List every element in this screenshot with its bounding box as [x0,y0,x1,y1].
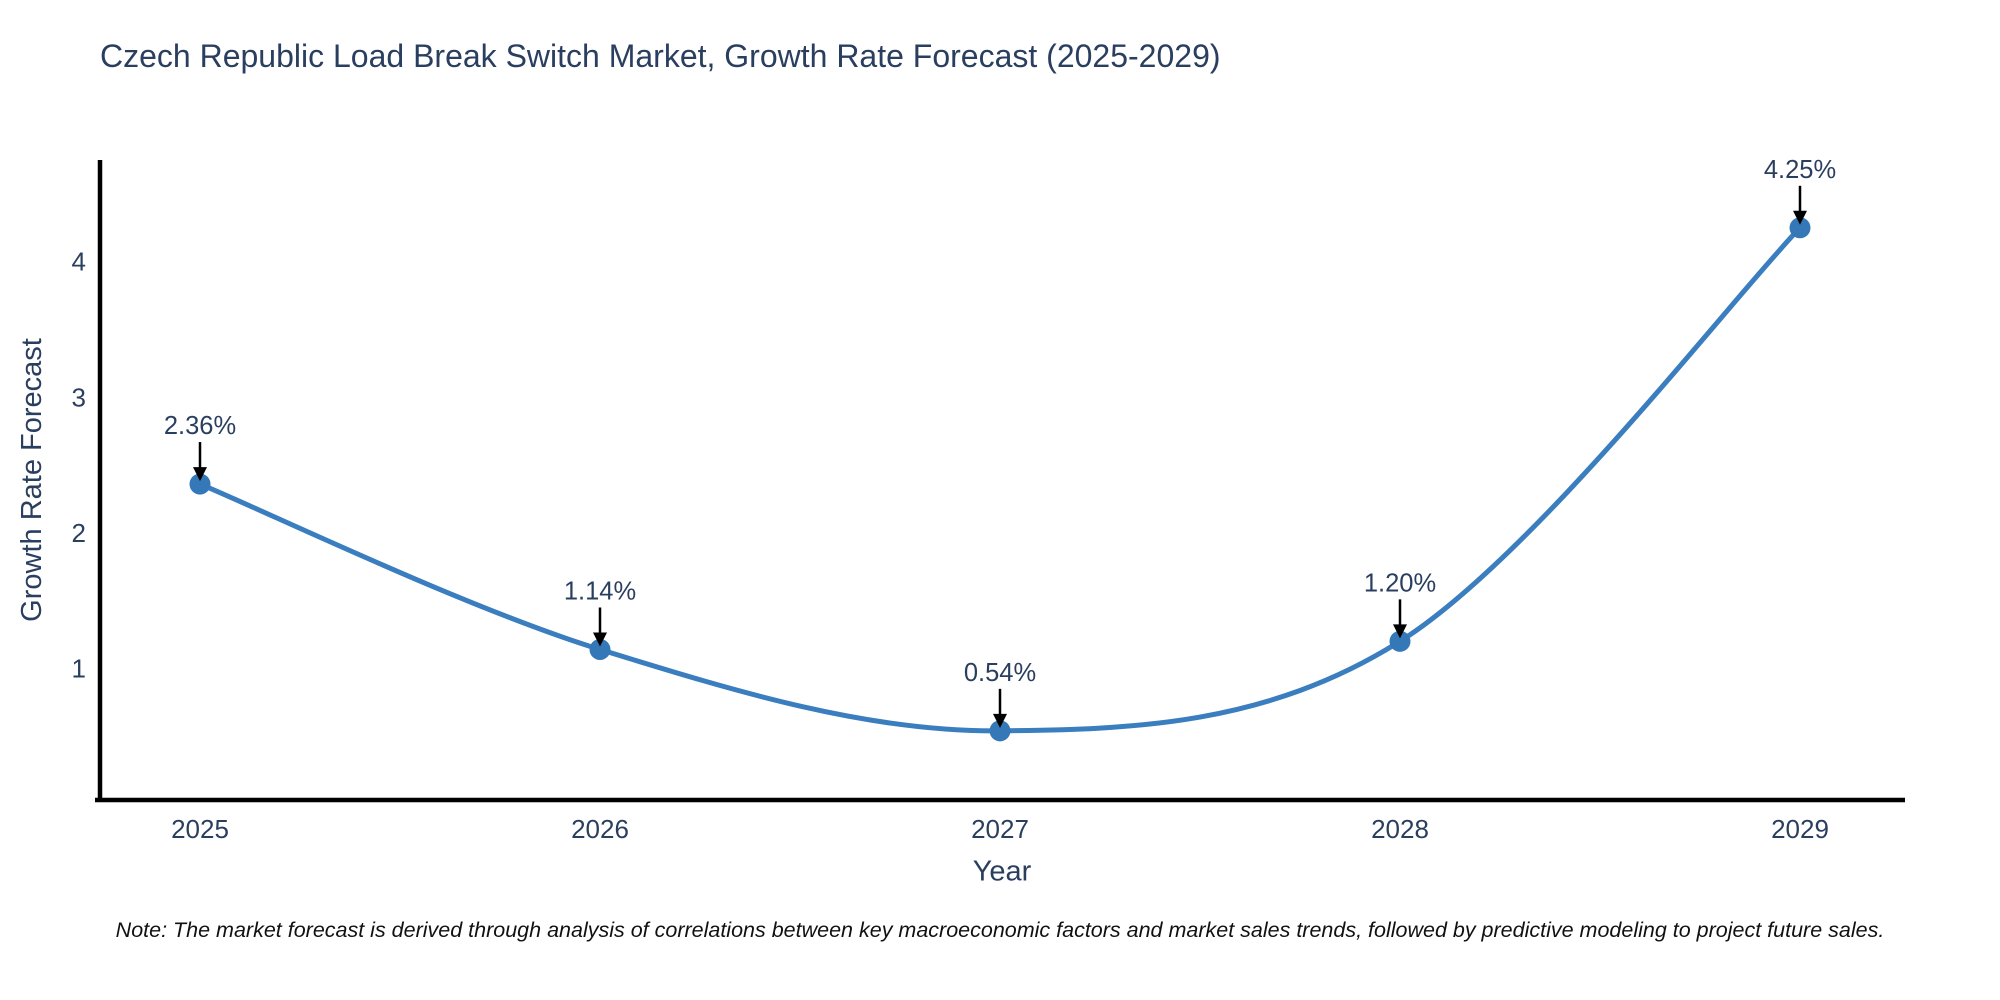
annotation-arrowhead-icon [593,632,607,647]
x-tick-label: 2029 [1771,814,1829,844]
x-tick-label: 2028 [1371,814,1429,844]
data-point-marker[interactable] [1789,217,1811,239]
data-point-marker[interactable] [1389,630,1411,652]
data-point-label: 4.25% [1764,156,1836,184]
annotation-arrowhead-icon [1793,210,1807,225]
data-point-marker[interactable] [189,473,211,495]
y-tick-label: 2 [72,518,86,548]
footnote: Note: The market forecast is derived thr… [115,918,1885,942]
data-point-marker[interactable] [989,720,1011,742]
x-tick-label: 2025 [171,814,229,844]
data-point-marker[interactable] [589,638,611,660]
x-tick-label: 2027 [971,814,1029,844]
annotation-arrowhead-icon [1393,624,1407,639]
x-axis-title: Year [972,855,1032,888]
data-point-label: 1.20% [1364,569,1436,597]
data-point-label: 1.14% [564,577,636,605]
forecast-line [197,225,1803,734]
x-tick-label: 2026 [571,814,629,844]
y-tick-label: 3 [72,382,86,412]
annotation-arrowhead-icon [993,713,1007,728]
y-tick-label: 4 [72,247,86,277]
data-point-label: 2.36% [164,412,236,440]
chart-title: Czech Republic Load Break Switch Market,… [100,38,1221,74]
annotation-arrowhead-icon [193,467,207,482]
y-tick-label: 1 [72,653,86,683]
data-point-label: 0.54% [964,659,1036,687]
